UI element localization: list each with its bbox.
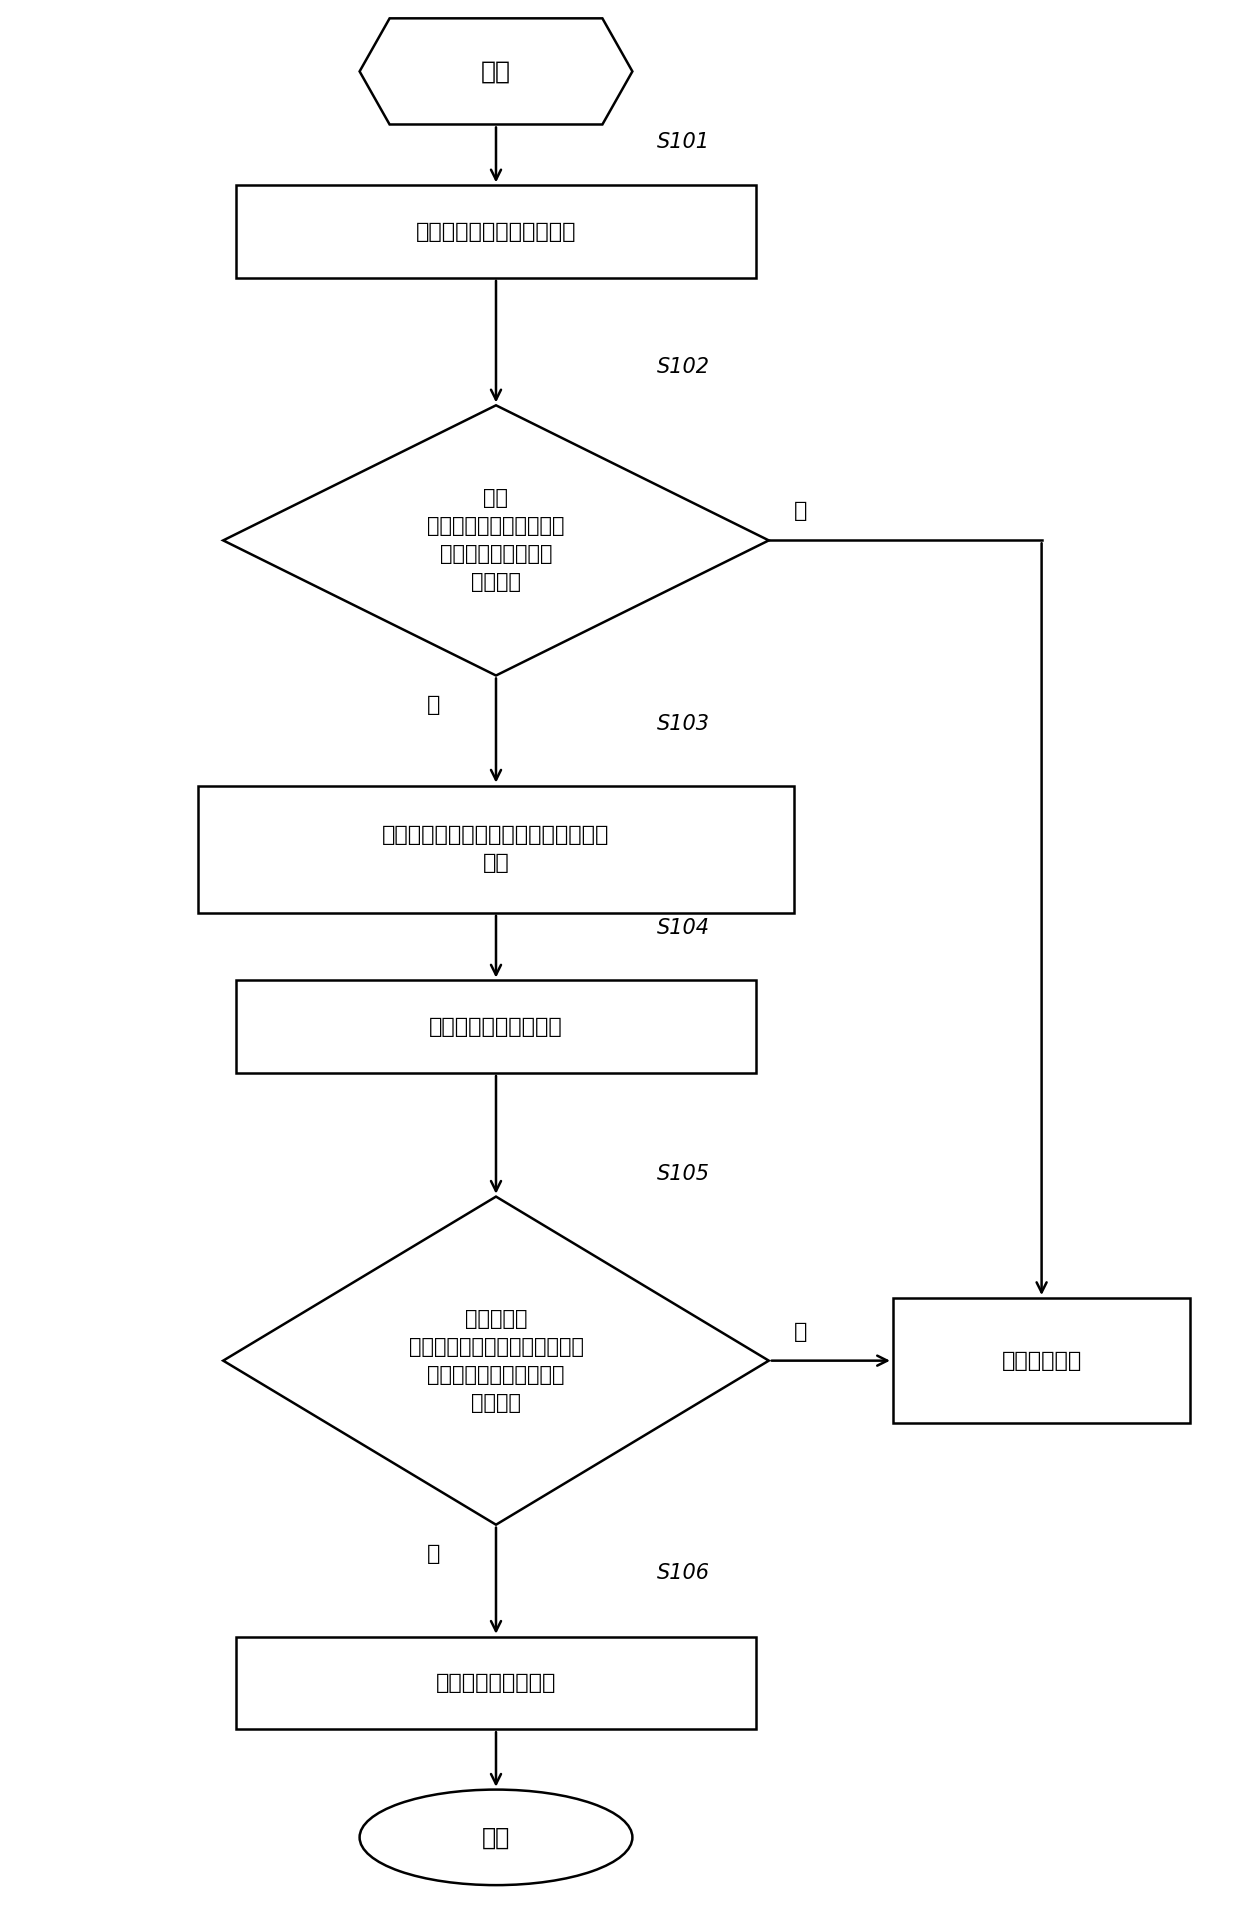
Text: 是: 是 bbox=[428, 695, 440, 714]
Text: S101: S101 bbox=[657, 131, 711, 152]
Polygon shape bbox=[223, 1197, 769, 1525]
Bar bbox=[236, 185, 756, 278]
Bar bbox=[198, 786, 794, 913]
Polygon shape bbox=[360, 19, 632, 124]
Bar bbox=[893, 1299, 1190, 1424]
Text: 结束: 结束 bbox=[482, 1826, 510, 1849]
Text: 检测电池电芯的当前温度值: 检测电池电芯的当前温度值 bbox=[415, 222, 577, 241]
Text: 开始: 开始 bbox=[481, 60, 511, 83]
Text: 控制充放电模块关闭: 控制充放电模块关闭 bbox=[435, 1673, 557, 1693]
Polygon shape bbox=[223, 405, 769, 676]
Text: S106: S106 bbox=[657, 1563, 711, 1583]
Text: S103: S103 bbox=[657, 714, 711, 733]
Text: 是: 是 bbox=[428, 1544, 440, 1563]
Text: 判断
当前温度值是否大于最小
温度阈值且小于最大
温度阈值: 判断 当前温度值是否大于最小 温度阈值且小于最大 温度阈值 bbox=[428, 488, 564, 593]
Text: 检测电池的当前电流值: 检测电池的当前电流值 bbox=[429, 1017, 563, 1036]
Text: S104: S104 bbox=[657, 919, 711, 938]
Text: 执行其它操作: 执行其它操作 bbox=[1002, 1351, 1081, 1370]
Text: 否: 否 bbox=[794, 502, 807, 521]
Bar bbox=[236, 980, 756, 1073]
Text: 否: 否 bbox=[794, 1322, 807, 1341]
Text: S102: S102 bbox=[657, 357, 711, 376]
Bar bbox=[236, 1637, 756, 1729]
Text: 判断电池的
当前电流值是否大于与当前温度
值所属的温度区间对应的
电流阈值: 判断电池的 当前电流值是否大于与当前温度 值所属的温度区间对应的 电流阈值 bbox=[408, 1309, 584, 1413]
Text: S105: S105 bbox=[657, 1164, 711, 1185]
Ellipse shape bbox=[360, 1789, 632, 1886]
Text: 确定电池电芯的当前温度值所属的温度
区间: 确定电池电芯的当前温度值所属的温度 区间 bbox=[382, 826, 610, 872]
